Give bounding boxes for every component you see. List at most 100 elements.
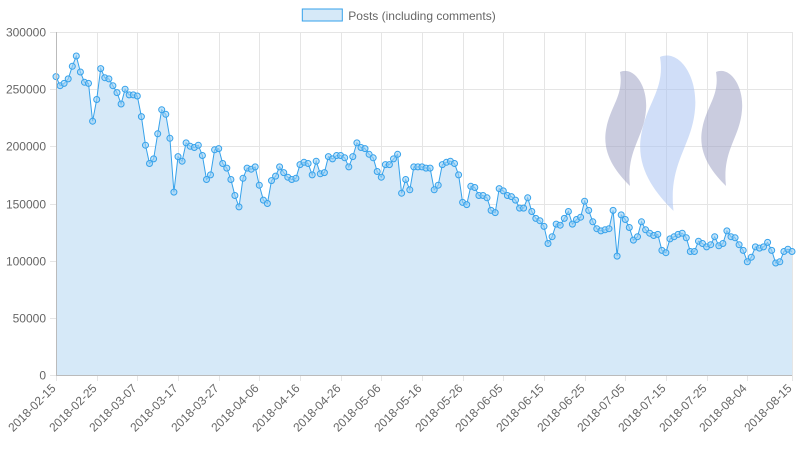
data-point[interactable] [589, 218, 597, 226]
data-point[interactable] [406, 186, 414, 194]
data-point[interactable] [609, 206, 617, 214]
data-point[interactable] [385, 161, 393, 169]
data-point[interactable] [239, 174, 247, 182]
data-point[interactable] [223, 164, 231, 172]
data-point[interactable] [263, 200, 271, 207]
data-point[interactable] [768, 246, 776, 254]
data-point[interactable] [142, 141, 149, 149]
data-point[interactable] [430, 186, 438, 194]
data-point[interactable] [85, 79, 92, 87]
data-point[interactable] [690, 248, 698, 255]
data-point[interactable] [540, 222, 548, 230]
data-point[interactable] [349, 153, 357, 161]
data-point[interactable] [621, 216, 629, 223]
data-point[interactable] [719, 240, 727, 247]
data-point[interactable] [255, 181, 263, 189]
data-point[interactable] [520, 204, 528, 212]
data-point[interactable] [251, 163, 259, 171]
data-point[interactable] [304, 160, 312, 167]
data-point[interactable] [373, 168, 381, 175]
data-point[interactable] [739, 246, 747, 254]
data-point[interactable] [402, 176, 410, 183]
data-point[interactable] [353, 139, 361, 147]
data-point[interactable] [548, 233, 556, 241]
data-point[interactable] [723, 227, 731, 235]
data-point[interactable] [162, 110, 170, 118]
data-point[interactable] [320, 169, 328, 177]
data-point[interactable] [682, 234, 690, 242]
data-point[interactable] [788, 248, 796, 255]
data-point[interactable] [735, 241, 743, 249]
data-point[interactable] [312, 157, 320, 165]
data-point[interactable] [731, 234, 739, 242]
data-point[interactable] [613, 252, 621, 260]
data-point[interactable] [97, 65, 105, 73]
data-point[interactable] [105, 75, 113, 83]
data-point[interactable] [308, 171, 316, 179]
data-point[interactable] [585, 206, 593, 214]
data-point[interactable] [178, 157, 186, 165]
data-point[interactable] [369, 154, 377, 162]
data-point[interactable] [707, 241, 715, 249]
data-point[interactable] [743, 258, 751, 266]
data-point[interactable] [524, 194, 532, 202]
data-point[interactable] [577, 213, 585, 221]
data-point[interactable] [536, 217, 544, 225]
data-point[interactable] [678, 229, 686, 237]
data-point[interactable] [194, 141, 202, 149]
data-point[interactable] [276, 163, 284, 171]
data-point[interactable] [133, 92, 141, 100]
data-point[interactable] [560, 214, 568, 222]
data-point[interactable] [654, 230, 662, 238]
data-point[interactable] [268, 177, 275, 185]
data-point[interactable] [434, 181, 442, 189]
data-point[interactable] [227, 176, 235, 183]
data-point[interactable] [341, 154, 349, 162]
data-point[interactable] [146, 160, 153, 167]
data-point[interactable] [235, 203, 243, 211]
data-point[interactable] [207, 171, 214, 179]
data-point[interactable] [76, 68, 84, 76]
data-point[interactable] [117, 100, 125, 108]
data-point[interactable] [463, 201, 471, 209]
data-point[interactable] [174, 153, 182, 161]
data-point[interactable] [198, 152, 206, 159]
data-point[interactable] [272, 172, 280, 180]
data-point[interactable] [215, 145, 223, 153]
data-point[interactable] [377, 173, 385, 181]
data-point[interactable] [361, 145, 369, 153]
data-point[interactable] [68, 62, 76, 70]
data-point[interactable] [398, 189, 406, 197]
data-point[interactable] [544, 240, 552, 247]
data-point[interactable] [455, 171, 463, 179]
data-point[interactable] [483, 194, 491, 202]
data-point[interactable] [764, 238, 772, 246]
data-point[interactable] [113, 89, 121, 97]
data-point[interactable] [72, 52, 80, 60]
data-point[interactable] [292, 174, 300, 182]
data-point[interactable] [634, 233, 641, 241]
data-point[interactable] [617, 211, 625, 219]
data-point[interactable] [556, 221, 564, 229]
data-point[interactable] [605, 225, 613, 233]
data-point[interactable] [109, 82, 117, 90]
data-point[interactable] [394, 150, 402, 158]
data-point[interactable] [711, 233, 719, 241]
data-point[interactable] [499, 187, 507, 195]
data-point[interactable] [638, 218, 645, 226]
data-point[interactable] [158, 106, 166, 114]
data-point[interactable] [150, 155, 158, 163]
data-point[interactable] [662, 249, 670, 257]
data-point[interactable] [154, 130, 162, 138]
data-point[interactable] [581, 197, 589, 205]
data-point[interactable] [137, 113, 145, 121]
data-point[interactable] [625, 224, 633, 231]
data-point[interactable] [760, 243, 767, 251]
legend[interactable]: Posts (including comments) [301, 8, 496, 23]
data-point[interactable] [564, 208, 572, 215]
data-point[interactable] [491, 209, 499, 217]
data-point[interactable] [219, 160, 227, 167]
data-point[interactable] [93, 96, 101, 103]
data-point[interactable] [747, 253, 755, 261]
data-point[interactable] [121, 85, 129, 93]
